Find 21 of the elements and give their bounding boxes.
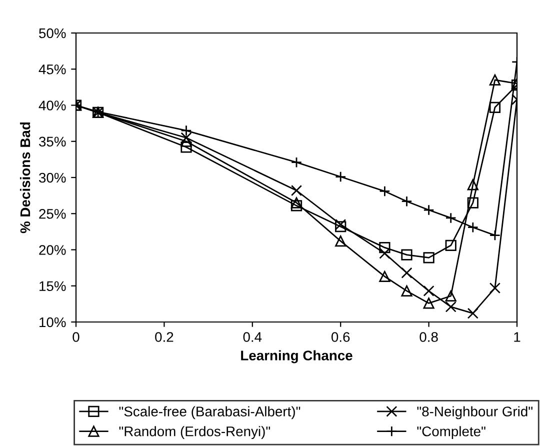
legend-label: "Random (Erdos-Renyi)" — [119, 426, 270, 440]
x-tick-label: 0 — [72, 332, 80, 342]
y-tick-label: 50% — [39, 28, 66, 38]
y-tick-label: 15% — [40, 281, 66, 292]
x-tick-label: 1 — [514, 332, 520, 342]
x-tick-label: 0.6 — [331, 332, 350, 342]
y-tick-label: 45% — [38, 64, 66, 74]
x-tick-label: 0.4 — [243, 332, 262, 342]
legend-label: "8-Neighbour Grid" — [417, 406, 532, 420]
x-tick-label: 0.2 — [155, 332, 174, 342]
y-tick-label: 40% — [38, 100, 66, 110]
x-axis-title: Learning Chance — [241, 350, 352, 364]
y-tick-label: 35% — [39, 136, 66, 147]
y-tick-label: 10% — [40, 317, 66, 328]
y-tick-label: 30% — [39, 172, 66, 183]
x-tick-label: 0.8 — [420, 332, 438, 342]
legend-label: "Complete" — [417, 426, 486, 440]
y-tick-label: 25% — [39, 208, 66, 219]
y-tick-label: 20% — [39, 245, 66, 255]
legend-label: "Scale-free (Barabasi-Albert)" — [119, 406, 300, 420]
y-axis-title: % Decisions Bad — [20, 122, 30, 234]
